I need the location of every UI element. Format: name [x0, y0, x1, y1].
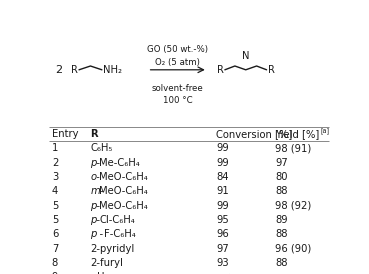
Text: 80: 80: [275, 172, 287, 182]
Text: 2: 2: [52, 158, 58, 168]
Text: NH₂: NH₂: [103, 65, 122, 75]
Text: 5: 5: [52, 215, 58, 225]
Text: Cl-C₆H₄: Cl-C₆H₄: [99, 215, 135, 225]
Text: Me-C₆H₄: Me-C₆H₄: [99, 158, 140, 168]
Text: MeO-C₆H₄: MeO-C₆H₄: [99, 186, 148, 196]
Text: 84: 84: [216, 172, 229, 182]
Text: o-: o-: [90, 172, 100, 182]
Text: 99: 99: [216, 158, 229, 168]
Text: 98 (92): 98 (92): [275, 201, 311, 211]
Text: Entry: Entry: [52, 129, 78, 139]
Text: MeO-C₆H₄: MeO-C₆H₄: [99, 201, 148, 211]
Text: GO (50 wt.-%): GO (50 wt.-%): [147, 45, 208, 54]
Text: 97: 97: [275, 158, 288, 168]
Text: p-: p-: [90, 158, 100, 168]
Text: 4: 4: [52, 186, 58, 196]
Text: solvent-free: solvent-free: [152, 84, 204, 93]
Text: R: R: [90, 129, 98, 139]
Text: F-C₆H₄: F-C₆H₄: [104, 229, 135, 239]
Text: R: R: [268, 65, 275, 75]
Text: MeO-C₆H₄: MeO-C₆H₄: [99, 172, 148, 182]
Text: 1: 1: [52, 143, 58, 153]
Text: Hex: Hex: [97, 272, 116, 274]
Text: 93: 93: [216, 258, 229, 268]
Text: 96 (90): 96 (90): [275, 244, 311, 254]
Text: 100 °C: 100 °C: [163, 96, 193, 105]
Text: p-: p-: [90, 215, 100, 225]
Text: n: n: [90, 272, 97, 274]
Text: Conversion [%]: Conversion [%]: [216, 129, 293, 139]
Text: 2-furyl: 2-furyl: [90, 258, 123, 268]
Text: 8: 8: [52, 258, 58, 268]
Text: 99: 99: [216, 201, 229, 211]
Text: C₆H₅: C₆H₅: [90, 143, 113, 153]
Text: 2: 2: [55, 65, 62, 75]
Text: n.r.: n.r.: [216, 272, 232, 274]
Text: 88: 88: [275, 186, 287, 196]
Text: 2-pyridyl: 2-pyridyl: [90, 244, 135, 254]
Text: 98 (91): 98 (91): [275, 143, 311, 153]
Text: 89: 89: [275, 215, 287, 225]
Text: 99: 99: [216, 143, 229, 153]
Text: 5: 5: [52, 201, 58, 211]
Text: [a]: [a]: [320, 127, 329, 134]
Text: 91: 91: [216, 186, 229, 196]
Text: Yield [%]: Yield [%]: [275, 129, 319, 139]
Text: 9: 9: [52, 272, 58, 274]
Text: 7: 7: [52, 244, 58, 254]
Text: 97: 97: [216, 244, 229, 254]
Text: m-: m-: [90, 186, 104, 196]
Text: p -: p -: [90, 229, 104, 239]
Text: O₂ (5 atm): O₂ (5 atm): [155, 58, 200, 67]
Text: 96: 96: [216, 229, 229, 239]
Text: N: N: [242, 51, 249, 61]
Text: –: –: [275, 272, 280, 274]
Text: R: R: [71, 65, 77, 75]
Text: 3: 3: [52, 172, 58, 182]
Text: 95: 95: [216, 215, 229, 225]
Text: p-: p-: [90, 201, 100, 211]
Text: R: R: [217, 65, 224, 75]
Text: 88: 88: [275, 229, 287, 239]
Text: 6: 6: [52, 229, 58, 239]
Text: 88: 88: [275, 258, 287, 268]
